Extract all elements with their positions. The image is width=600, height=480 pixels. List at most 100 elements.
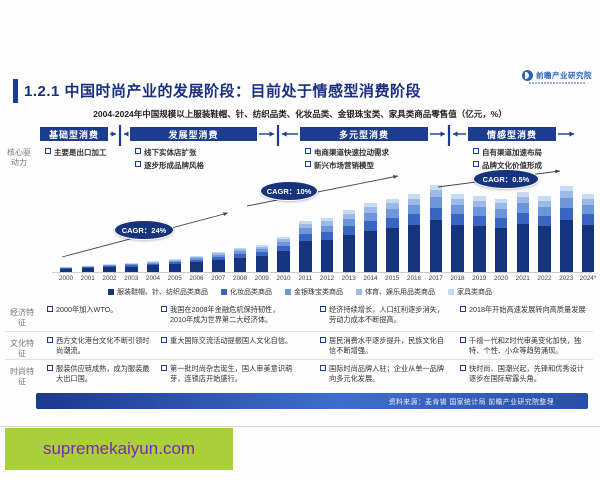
- bar-segment: [386, 217, 399, 229]
- bar-2013: [342, 209, 355, 272]
- bar-segment: [494, 217, 508, 229]
- bar-segment: [103, 267, 116, 272]
- stage-bullet-text: 自有渠道加速布局: [482, 148, 542, 157]
- bar-2011: [299, 220, 312, 272]
- bar-segment: [494, 198, 508, 204]
- stage-bullets-2: 线下实体店扩张 逐步形成品牌风格: [135, 147, 204, 171]
- bar-segment: [516, 191, 529, 197]
- bar-segment: [255, 252, 268, 256]
- bar-segment: [125, 264, 138, 266]
- bar-segment: [516, 203, 529, 213]
- table-cell-text: 重大国际交流活动提振国人文化自信。: [170, 336, 293, 345]
- bar-segment: [59, 268, 73, 270]
- year-label: 2022: [537, 275, 552, 282]
- legend-label: 服装鞋帽、针、纺织品类商品: [117, 289, 208, 296]
- year-label: 2020: [493, 275, 509, 282]
- stage-header-3: 多元型消费: [300, 127, 428, 141]
- bar-segment: [429, 197, 442, 208]
- bar-segment: [255, 255, 268, 272]
- bar-segment: [233, 249, 247, 252]
- square-bullet-icon: [473, 148, 479, 154]
- stage-header-1: 基础型消费: [40, 127, 108, 141]
- table-cell-text: 居民消费水平逐步提升，民族文化自信不断增强。: [329, 336, 445, 356]
- table-cell-text: 2018年开始高速发展转向高质量发展: [469, 305, 586, 314]
- square-bullet-icon: [45, 148, 51, 154]
- bar-segment: [494, 203, 508, 210]
- bar-2020: [494, 198, 508, 272]
- bar-segment: [342, 209, 355, 214]
- table-cell: 居民消费水平逐步提升，民族文化自信不断增强。: [320, 336, 448, 357]
- legend-item: 化妆品类商品: [221, 287, 272, 297]
- bar-segment: [560, 220, 573, 272]
- page-title: 1.2.1 中国时尚产业的发展阶段：目前处于情感型消费阶段: [24, 83, 422, 100]
- bar-segment: [190, 262, 203, 272]
- bar-segment: [473, 200, 486, 207]
- stage-bullets-3: 电商渠道快速拉动需求 新兴市场营销模型: [305, 147, 389, 171]
- bar-segment: [146, 261, 160, 263]
- bar-2001: [81, 265, 94, 272]
- table-cell-text: 快时尚、国潮兴起，先锋和优秀设计逐步在国际崭露头角。: [469, 364, 585, 384]
- year-label: 2024*: [579, 275, 597, 282]
- bar-segment: [407, 193, 421, 199]
- bar-segment: [168, 258, 181, 260]
- bar-segment: [320, 218, 334, 222]
- bar-segment: [299, 234, 312, 242]
- legend-item: 金银珠宝类商品: [285, 287, 343, 297]
- stage-bullets-4: 自有渠道加速布局 品牌文化价值形成: [473, 147, 542, 171]
- bar-segment: [473, 226, 486, 272]
- cagr-callout-1: CAGR：24%: [114, 220, 174, 240]
- core-driver-label: 核心驱动力: [7, 148, 31, 167]
- bar-segment: [277, 241, 290, 246]
- watermark-banner[interactable]: supremekaiyun.com: [5, 428, 233, 470]
- x-axis-line: [52, 272, 592, 273]
- bar-segment: [342, 226, 355, 235]
- logo-name: 前瞻产业研究院: [536, 71, 592, 80]
- bar-2021: [516, 191, 529, 272]
- bar-segment: [560, 208, 573, 221]
- bar-segment: [168, 264, 181, 272]
- bar-segment: [320, 221, 334, 226]
- logo-icon: [522, 70, 533, 81]
- bar-segment: [320, 232, 334, 240]
- bar-segment: [538, 196, 551, 201]
- year-label: 2015: [385, 275, 400, 282]
- bar-2005: [168, 258, 181, 272]
- year-label: 2001: [80, 275, 95, 282]
- stage-header-4: 情感型消费: [468, 127, 556, 141]
- bar-2010: [277, 236, 290, 272]
- source-bar: 资料来源：麦肯锡 国家统计局 前瞻产业研究院整理: [36, 393, 588, 409]
- bar-2009: [255, 245, 268, 272]
- square-bullet-icon: [47, 365, 53, 371]
- bar-segment: [59, 269, 73, 272]
- table-row-label: 时尚特征: [10, 367, 34, 387]
- year-label: 2014: [363, 275, 378, 282]
- year-label: 2019: [472, 275, 487, 282]
- bar-segment: [168, 262, 181, 265]
- bar-segment: [125, 263, 138, 264]
- table-cell: 2018年开始高速发展转向高质量发展: [460, 305, 588, 315]
- stage-bullet-text: 新兴市场营销模型: [314, 161, 374, 170]
- stage-bullet: 主要是出口加工: [45, 147, 107, 158]
- bar-segment: [190, 258, 203, 261]
- table-row-divider: [5, 359, 593, 360]
- stage-bullet: 自有渠道加速布局: [473, 147, 542, 158]
- bar-segment: [146, 262, 160, 264]
- bar-2024*: [581, 193, 595, 272]
- table-cell-text: 千禧一代和Z时代审美变化加快，独特、个性、小众等趋势涌现。: [469, 336, 582, 356]
- watermark-link[interactable]: supremekaiyun.com: [42, 439, 196, 458]
- bar-segment: [364, 212, 377, 221]
- bar-2018: [451, 193, 464, 272]
- bar-segment: [473, 215, 486, 227]
- table-cell-text: 西方文化港台文化不断引领时尚潮流。: [56, 336, 150, 356]
- logo-tagline-decoration: [529, 82, 585, 84]
- bar-segment: [364, 207, 377, 213]
- bar-2004: [146, 260, 160, 272]
- bar-2003: [125, 263, 138, 272]
- year-label: 2016: [406, 275, 422, 282]
- bar-segment: [581, 225, 595, 272]
- bar-2007: [212, 251, 225, 272]
- bar-segment: [146, 265, 160, 272]
- stage-bullet: 新兴市场营销模型: [305, 160, 389, 171]
- bar-segment: [538, 206, 551, 216]
